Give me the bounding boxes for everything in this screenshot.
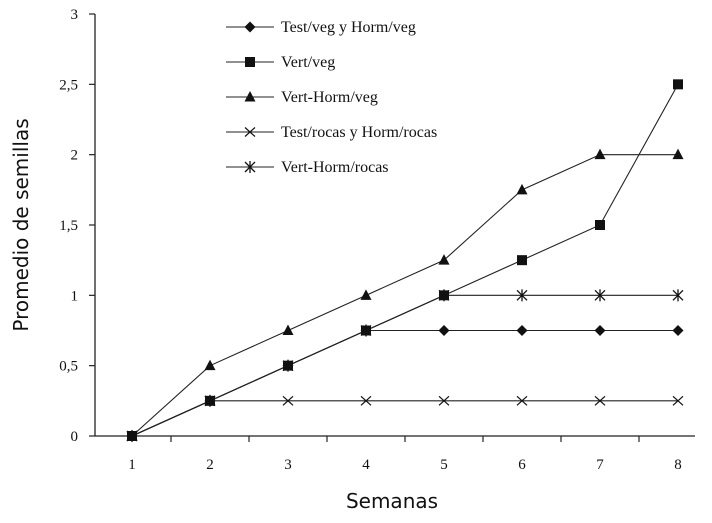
x-tick-label: 5 <box>440 457 448 473</box>
data-point-series-5 <box>438 289 450 302</box>
legend-label: Test/veg y Horm/veg <box>281 19 416 36</box>
data-point-series-4 <box>516 395 528 406</box>
data-point-series-1 <box>516 325 528 336</box>
y-axis-title: Promedio de semillas <box>9 118 33 331</box>
series-line-3 <box>131 154 678 437</box>
data-point-series-2 <box>517 255 527 266</box>
data-point-series-3 <box>360 289 372 300</box>
data-point-series-3 <box>672 148 684 160</box>
legend-item: Test/rocas y Horm/rocas <box>226 124 437 141</box>
series-markers <box>126 79 684 442</box>
y-ticks: 0 0,5 1 1,5 2 2,5 3 <box>59 7 95 445</box>
data-point-series-2 <box>595 220 605 230</box>
y-tick-label: 1,5 <box>59 218 78 234</box>
x-tick-label: 3 <box>284 457 292 473</box>
series-lines <box>131 84 679 437</box>
data-point-series-4 <box>282 395 294 406</box>
legend-marker <box>244 161 256 173</box>
y-tick-label: 2 <box>71 148 79 164</box>
legend-marker <box>244 21 256 33</box>
legend-label: Vert-Horm/veg <box>281 89 378 106</box>
data-point-series-3 <box>282 324 294 335</box>
x-tick-label: 4 <box>362 457 370 473</box>
data-point-series-5 <box>204 394 216 407</box>
data-point-series-3 <box>204 359 216 371</box>
x-tick-label: 7 <box>596 457 604 473</box>
data-point-series-3 <box>594 148 606 160</box>
legend-item: Vert-Horm/veg <box>226 89 378 106</box>
legend-label: Vert-Horm/rocas <box>281 159 389 176</box>
data-point-series-3 <box>438 254 450 265</box>
x-ticks: 1 2 3 4 5 6 7 8 <box>128 436 682 473</box>
legend-label: Vert/veg <box>281 54 335 71</box>
x-tick-label: 6 <box>518 457 526 473</box>
legend-marker <box>245 57 255 67</box>
y-tick-label: 2,5 <box>59 77 78 93</box>
data-point-series-4 <box>594 395 606 406</box>
legend-marker <box>244 127 256 137</box>
legend-marker <box>244 91 256 102</box>
series-line-1 <box>131 329 678 437</box>
x-axis-title: Semanas <box>346 489 438 513</box>
legend-item: Test/veg y Horm/veg <box>226 19 416 36</box>
data-point-series-1 <box>438 325 450 336</box>
data-point-series-2 <box>673 79 683 90</box>
y-tick-label: 1 <box>71 288 79 304</box>
legend-label: Test/rocas y Horm/rocas <box>281 124 437 141</box>
legend: Test/veg y Horm/veg Vert/veg Vert-Horm/veg… <box>226 19 437 176</box>
series-line-5 <box>131 294 678 437</box>
data-point-series-5 <box>594 289 606 302</box>
legend-item: Vert-Horm/rocas <box>226 159 389 176</box>
x-tick-label: 1 <box>128 457 136 473</box>
data-point-series-4 <box>672 395 684 406</box>
data-point-series-4 <box>438 395 450 406</box>
y-tick-label: 0,5 <box>59 359 78 375</box>
data-point-series-1 <box>672 325 684 336</box>
x-tick-label: 2 <box>206 457 214 473</box>
y-tick-label: 0 <box>71 429 79 445</box>
x-tick-label: 8 <box>674 457 682 473</box>
series-line-4 <box>131 400 678 437</box>
data-point-series-5 <box>126 430 138 442</box>
data-point-series-5 <box>282 359 294 372</box>
legend-item: Vert/veg <box>226 54 335 71</box>
data-point-series-1 <box>594 325 606 336</box>
data-point-series-3 <box>516 183 528 195</box>
data-point-series-5 <box>516 289 528 302</box>
data-point-series-4 <box>360 395 372 406</box>
y-tick-label: 3 <box>71 7 79 23</box>
data-point-series-5 <box>360 324 372 337</box>
data-point-series-5 <box>672 289 684 302</box>
